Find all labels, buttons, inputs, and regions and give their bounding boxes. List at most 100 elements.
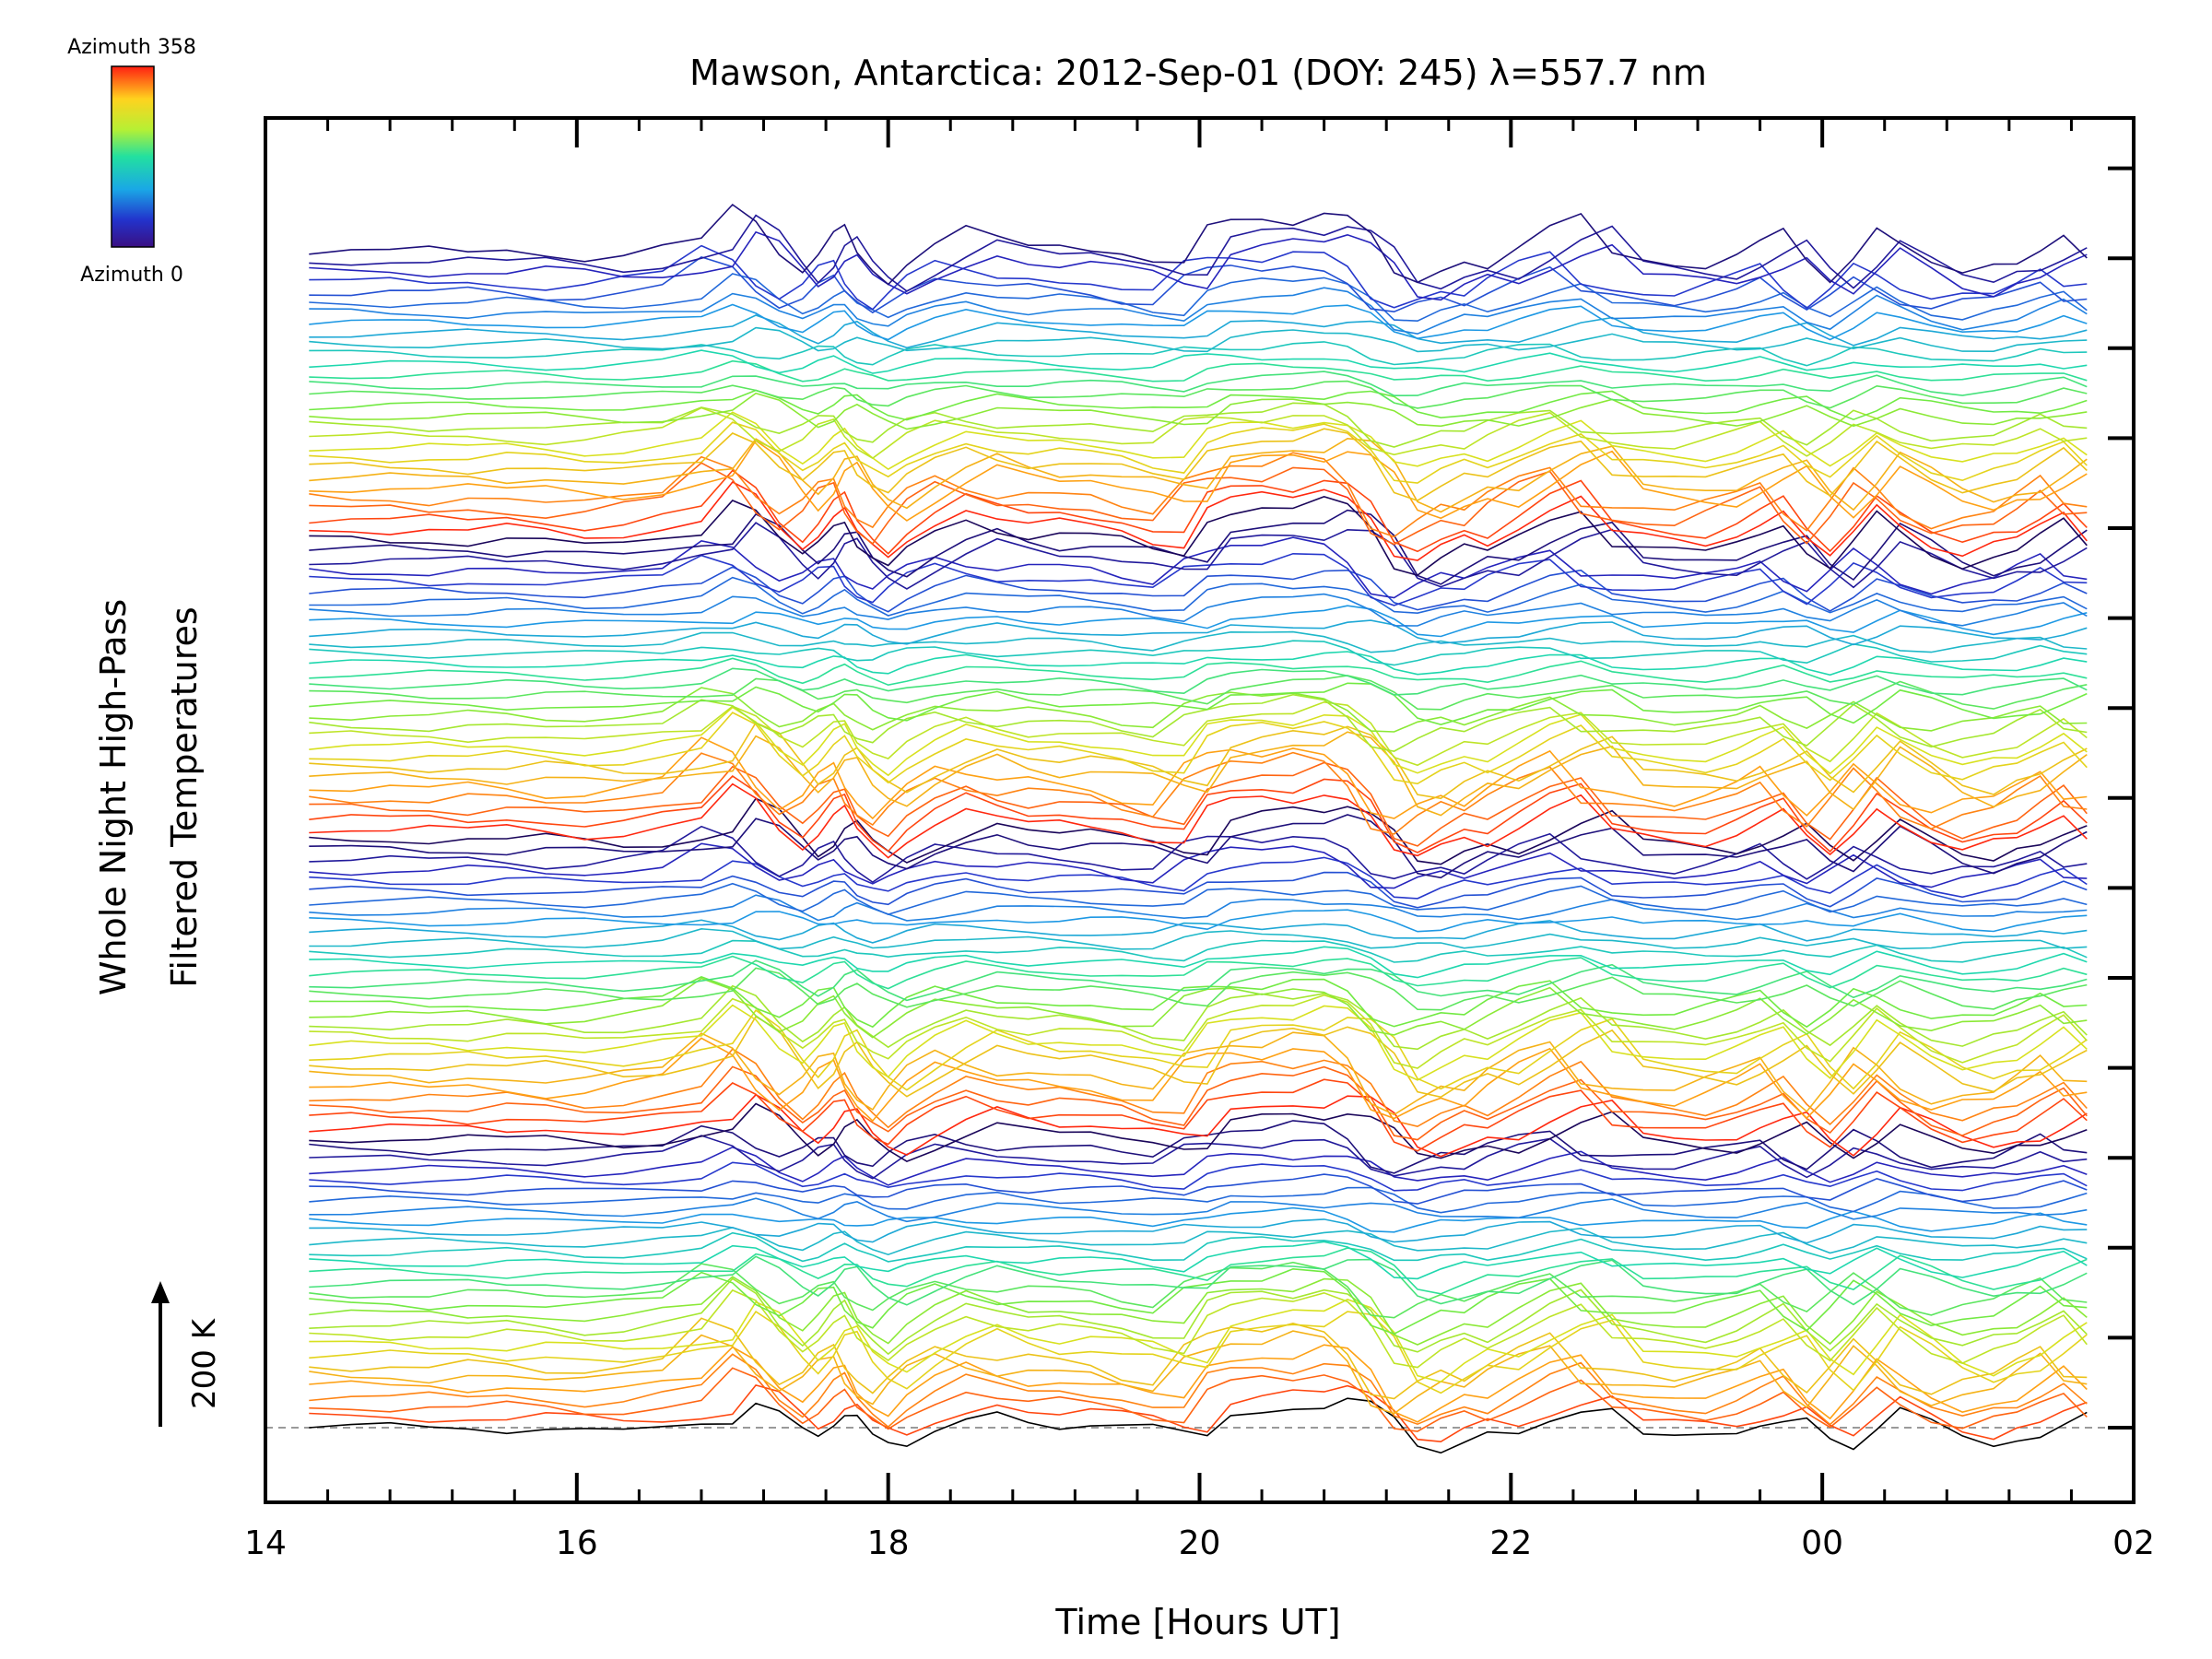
azimuth-trace — [309, 230, 2088, 301]
azimuth-trace — [309, 682, 2088, 726]
azimuth-trace — [309, 480, 2088, 561]
azimuth-trace — [309, 1065, 2088, 1141]
azimuth-trace — [309, 909, 2088, 933]
azimuth-trace — [309, 1267, 2088, 1335]
azimuth-trace — [309, 1015, 2088, 1099]
azimuth-trace — [309, 341, 2088, 367]
azimuth-trace — [309, 421, 2088, 484]
azimuth-trace — [309, 1330, 2088, 1415]
azimuth-trace — [309, 440, 2088, 522]
azimuth-trace — [309, 593, 2088, 627]
azimuth-trace — [309, 1161, 2088, 1192]
x-tick-label: 14 — [244, 1524, 287, 1562]
azimuth-trace — [309, 774, 2088, 853]
y-axis-label-line-1: Whole Night High-Pass — [93, 599, 134, 995]
colorbar-gradient — [111, 65, 155, 248]
colorbar-top-label: Azimuth 358 — [67, 36, 196, 59]
azimuth-trace — [309, 496, 2088, 576]
azimuth-trace — [309, 640, 2088, 666]
azimuth-trace — [309, 1344, 2088, 1423]
scale-bar-arrowhead — [151, 1281, 170, 1303]
azimuth-trace — [309, 469, 2088, 555]
azimuth-trace — [309, 712, 2088, 785]
azimuth-trace — [309, 1255, 2088, 1306]
azimuth-trace — [309, 1146, 2088, 1186]
azimuth-trace — [309, 1261, 2088, 1319]
x-tick-label: 00 — [1801, 1524, 1843, 1562]
azimuth-trace — [309, 1226, 2088, 1256]
azimuth-trace — [309, 976, 2088, 1029]
azimuth-trace — [309, 273, 2088, 323]
azimuth-trace — [309, 536, 2088, 599]
x-tick-label: 18 — [867, 1524, 910, 1562]
azimuth-trace — [309, 437, 2088, 513]
azimuth-trace — [309, 959, 2088, 1002]
azimuth-trace — [309, 693, 2088, 752]
azimuth-trace — [309, 314, 2088, 349]
azimuth-trace — [309, 994, 2088, 1069]
scale-bar-label: 200 K — [186, 1317, 223, 1409]
traces — [309, 203, 2088, 1454]
azimuth-trace — [309, 939, 2088, 963]
colorbar: Azimuth 358 Azimuth 0 — [67, 36, 196, 287]
azimuth-trace — [309, 1135, 2088, 1180]
azimuth-trace — [309, 977, 2088, 1039]
azimuth-trace — [309, 1102, 2088, 1162]
azimuth-trace — [309, 1397, 2088, 1454]
azimuth-trace — [309, 984, 2088, 1051]
azimuth-trace — [309, 1004, 2088, 1081]
azimuth-trace — [309, 619, 2088, 646]
azimuth-trace — [309, 1288, 2088, 1369]
azimuth-trace — [309, 287, 2088, 335]
azimuth-trace — [309, 856, 2088, 900]
x-tick-label: 20 — [1179, 1524, 1221, 1562]
chart-title: Mawson, Antarctica: 2012-Sep-01 (DOY: 24… — [689, 53, 1707, 93]
azimuth-trace — [309, 1008, 2088, 1091]
azimuth-trace — [309, 509, 2088, 585]
azimuth-trace — [309, 722, 2088, 800]
azimuth-trace — [309, 761, 2088, 847]
azimuth-trace — [309, 576, 2088, 617]
azimuth-trace — [309, 871, 2088, 909]
azimuth-trace — [309, 389, 2088, 421]
x-tick-label: 02 — [2112, 1524, 2155, 1562]
azimuth-trace — [309, 1367, 2088, 1432]
azimuth-trace — [309, 1093, 2088, 1158]
azimuth-trace — [309, 842, 2088, 889]
azimuth-trace — [309, 1231, 2088, 1263]
azimuth-trace — [309, 797, 2088, 865]
azimuth-trace — [309, 380, 2088, 409]
azimuth-trace — [309, 751, 2088, 835]
azimuth-trace — [309, 1197, 2088, 1223]
azimuth-trace — [309, 349, 2088, 374]
azimuth-trace — [309, 700, 2088, 767]
x-tick-label: 22 — [1489, 1524, 1532, 1562]
azimuth-trace — [309, 522, 2088, 590]
azimuth-trace — [309, 1218, 2088, 1244]
azimuth-trace — [309, 782, 2088, 859]
azimuth-trace — [309, 1277, 2088, 1356]
azimuth-trace — [309, 731, 2088, 817]
azimuth-trace — [309, 657, 2088, 687]
azimuth-trace — [309, 359, 2088, 382]
azimuth-trace — [309, 1241, 2088, 1280]
azimuth-trace — [309, 1247, 2088, 1295]
azimuth-trace — [309, 814, 2088, 879]
azimuth-trace — [309, 927, 2088, 950]
azimuth-trace — [309, 566, 2088, 613]
azimuth-trace — [309, 605, 2088, 638]
azimuth-trace — [309, 955, 2088, 990]
azimuth-trace — [309, 1353, 2088, 1429]
azimuth-trace — [309, 203, 2088, 286]
azimuth-trace — [309, 552, 2088, 606]
azimuth-trace — [309, 630, 2088, 653]
azimuth-trace — [309, 667, 2088, 696]
azimuth-trace — [309, 1078, 2088, 1152]
azimuth-trace — [309, 1206, 2088, 1233]
azimuth-trace — [309, 651, 2088, 677]
azimuth-trace — [309, 687, 2088, 733]
azimuth-trace — [309, 462, 2088, 546]
azimuth-trace — [309, 946, 2088, 979]
azimuth-trace — [309, 1276, 2088, 1346]
